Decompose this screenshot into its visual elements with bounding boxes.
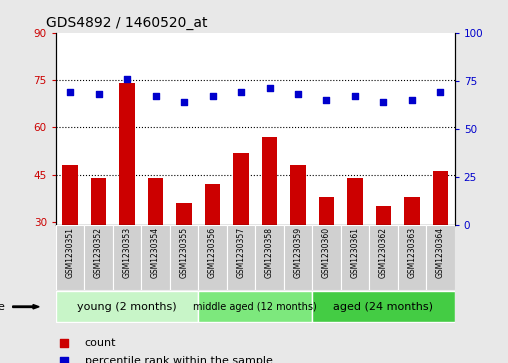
Text: GSM1230360: GSM1230360 <box>322 227 331 278</box>
Bar <box>113 225 141 290</box>
Text: GSM1230353: GSM1230353 <box>122 227 132 278</box>
Text: percentile rank within the sample: percentile rank within the sample <box>84 356 272 363</box>
Point <box>379 99 388 105</box>
Bar <box>262 137 277 225</box>
Bar <box>141 225 170 290</box>
Text: GDS4892 / 1460520_at: GDS4892 / 1460520_at <box>46 16 208 30</box>
Text: GSM1230362: GSM1230362 <box>379 227 388 278</box>
Bar <box>341 225 369 290</box>
Bar <box>319 197 334 225</box>
Bar <box>198 225 227 290</box>
Bar <box>56 225 84 290</box>
Text: young (2 months): young (2 months) <box>77 302 177 312</box>
Point <box>66 89 74 95</box>
Text: GSM1230351: GSM1230351 <box>66 227 75 278</box>
Bar <box>404 197 420 225</box>
Bar <box>119 83 135 225</box>
Point <box>237 89 245 95</box>
Bar <box>312 291 455 322</box>
Bar <box>369 225 398 290</box>
Bar <box>84 225 113 290</box>
Bar <box>227 225 255 290</box>
Bar <box>170 225 198 290</box>
Bar <box>433 171 448 225</box>
Text: count: count <box>84 338 116 348</box>
Text: GSM1230356: GSM1230356 <box>208 227 217 278</box>
Text: middle aged (12 months): middle aged (12 months) <box>194 302 317 312</box>
Text: aged (24 months): aged (24 months) <box>333 302 433 312</box>
Bar <box>91 178 107 225</box>
Bar <box>62 165 78 225</box>
Bar <box>176 203 192 225</box>
Bar <box>148 178 164 225</box>
Point <box>151 93 160 99</box>
Bar <box>312 225 341 290</box>
Point <box>436 89 444 95</box>
Bar <box>233 152 249 225</box>
Point <box>94 91 103 97</box>
Point <box>351 93 359 99</box>
Bar <box>198 291 312 322</box>
Text: GSM1230355: GSM1230355 <box>179 227 188 278</box>
Bar <box>347 178 363 225</box>
Bar <box>426 225 455 290</box>
Point <box>294 91 302 97</box>
Point <box>123 76 131 82</box>
Bar <box>255 225 284 290</box>
Point <box>60 340 68 346</box>
Text: GSM1230358: GSM1230358 <box>265 227 274 278</box>
Point <box>323 97 331 103</box>
Point <box>208 93 216 99</box>
Text: GSM1230357: GSM1230357 <box>237 227 245 278</box>
Bar <box>398 225 426 290</box>
Point <box>60 358 68 363</box>
Text: GSM1230352: GSM1230352 <box>94 227 103 278</box>
Text: GSM1230363: GSM1230363 <box>407 227 417 278</box>
Bar <box>290 165 306 225</box>
Bar <box>56 291 198 322</box>
Text: age: age <box>0 302 5 312</box>
Bar <box>375 206 391 225</box>
Text: GSM1230361: GSM1230361 <box>351 227 360 278</box>
Point <box>266 86 274 91</box>
Bar <box>205 184 220 225</box>
Point <box>180 99 188 105</box>
Bar <box>284 225 312 290</box>
Text: GSM1230354: GSM1230354 <box>151 227 160 278</box>
Text: GSM1230364: GSM1230364 <box>436 227 445 278</box>
Point <box>408 97 416 103</box>
Text: GSM1230359: GSM1230359 <box>294 227 302 278</box>
